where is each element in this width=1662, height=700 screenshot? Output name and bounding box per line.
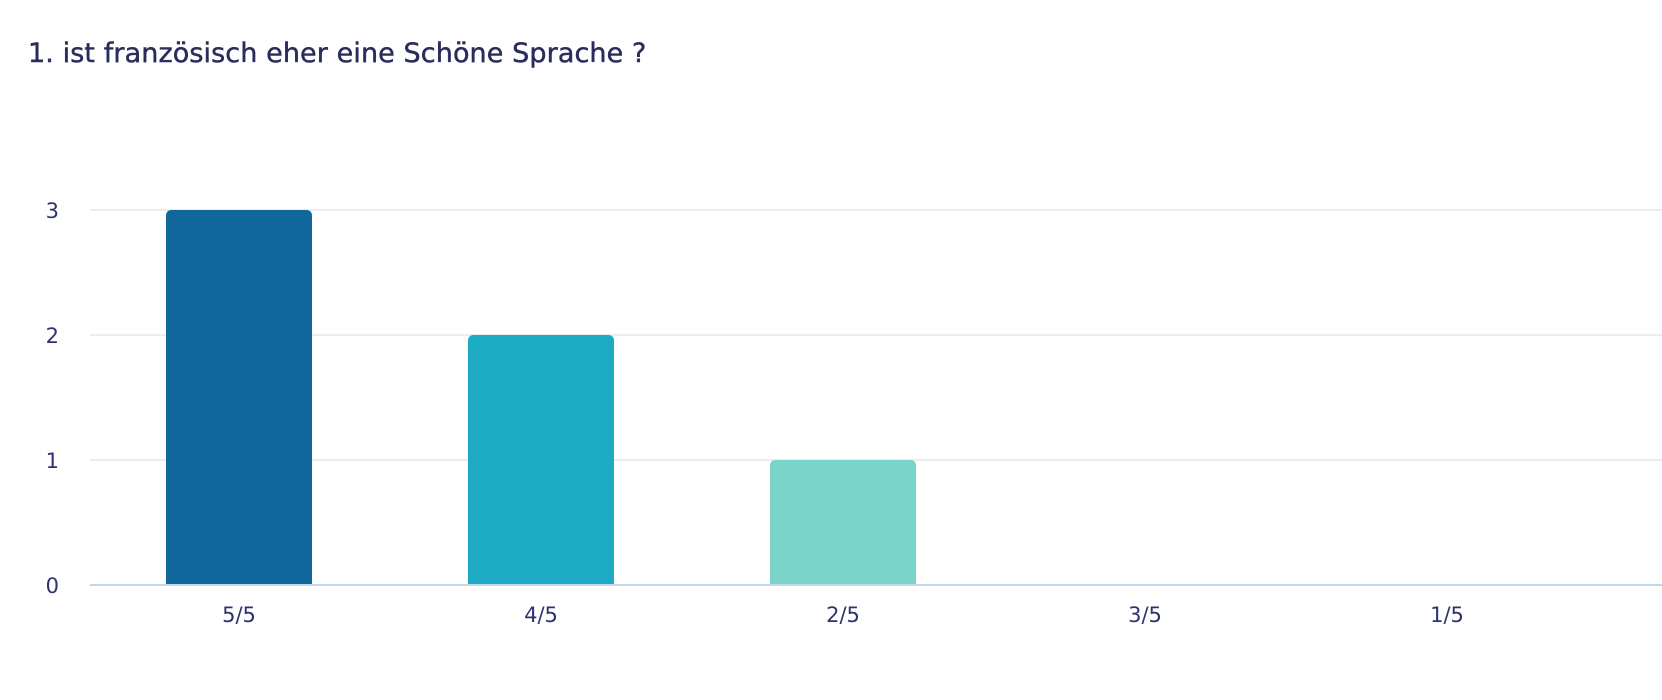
gridlines [90,209,1662,461]
bar-5-of-5[interactable] [166,210,312,585]
y-tick-label: 1 [46,449,59,473]
x-tick-label: 5/5 [222,603,256,627]
bars [166,210,916,585]
y-tick-label: 3 [46,199,59,223]
y-tick-label: 0 [46,574,59,598]
y-tick-label: 2 [46,324,59,348]
x-tick-label: 3/5 [1128,603,1162,627]
bar-2-of-5[interactable] [770,460,916,585]
chart-title: 1. ist französisch eher eine Schöne Spra… [28,38,647,69]
y-tick-labels: 0 1 2 3 [46,199,59,598]
x-tick-label: 4/5 [524,603,558,627]
x-tick-label: 1/5 [1430,603,1464,627]
x-tick-label: 2/5 [826,603,860,627]
bar-4-of-5[interactable] [468,335,614,585]
x-tick-labels: 5/5 4/5 2/5 3/5 1/5 [222,603,1464,627]
